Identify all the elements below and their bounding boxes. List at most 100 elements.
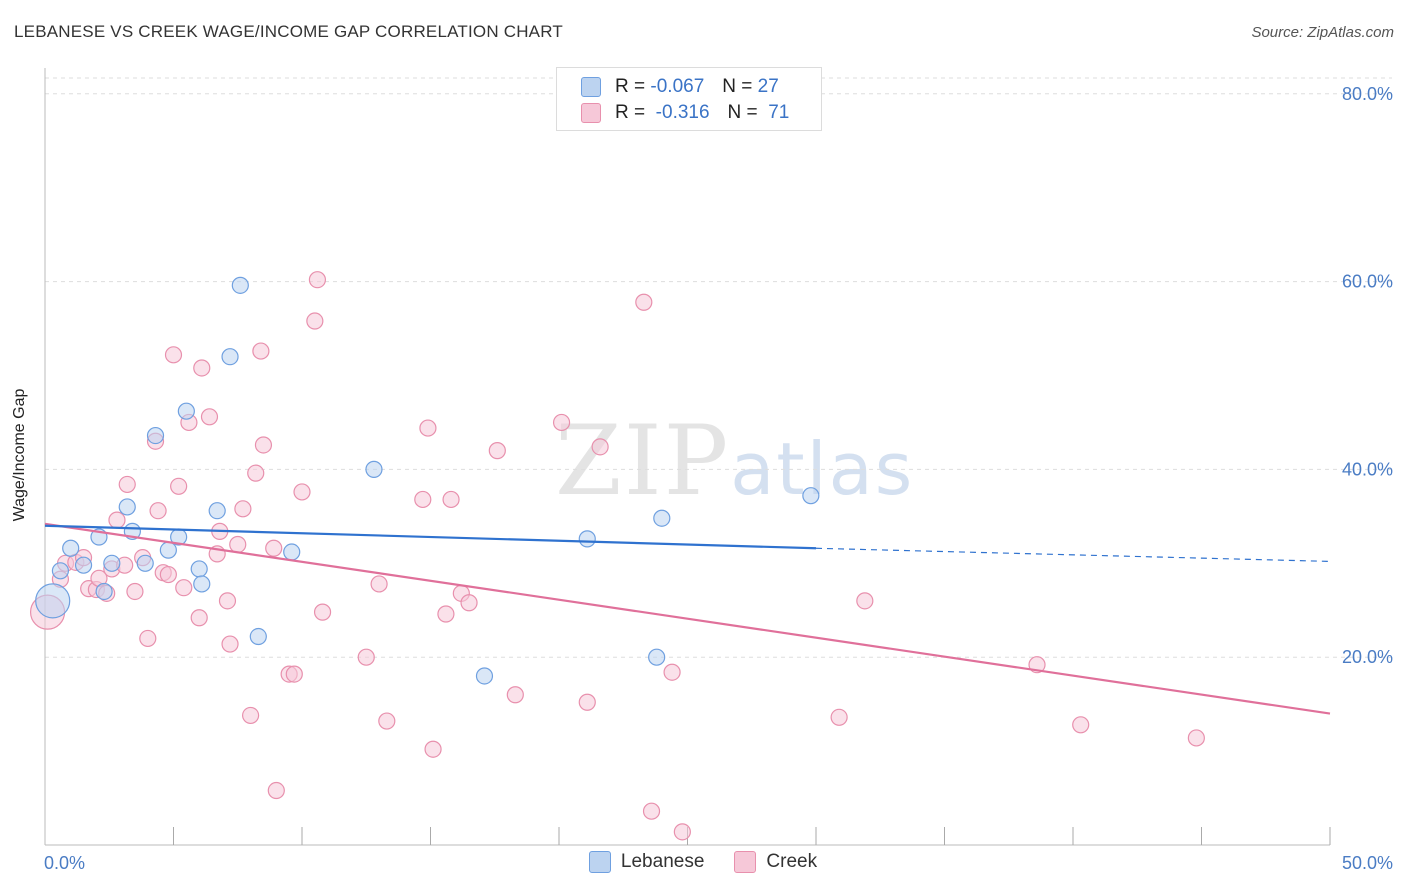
y-tick-label: 80.0% bbox=[1342, 84, 1393, 104]
lebanese-r-label: R = bbox=[615, 76, 646, 97]
creek-point bbox=[506, 686, 524, 704]
creek-trend-line bbox=[44, 522, 1331, 715]
series-legend: Lebanese Creek bbox=[0, 851, 1406, 873]
creek-point bbox=[175, 579, 193, 597]
lebanese-point bbox=[365, 460, 383, 478]
axes bbox=[44, 68, 1331, 846]
lebanese-n-value: 27 bbox=[757, 76, 779, 97]
creek-point bbox=[308, 271, 327, 289]
creek-point bbox=[414, 490, 432, 509]
creek-r-value: -0.316 bbox=[655, 102, 710, 123]
watermark: ZIPatlas bbox=[555, 405, 914, 517]
lebanese-point bbox=[802, 487, 820, 505]
creek-point bbox=[830, 708, 848, 726]
creek-point bbox=[306, 312, 324, 330]
legend-item-creek[interactable]: Creek bbox=[734, 851, 817, 873]
lebanese-point bbox=[578, 530, 596, 548]
creek-point bbox=[200, 408, 219, 426]
lebanese-point bbox=[283, 543, 301, 561]
lebanese-point bbox=[177, 402, 195, 420]
tick-labels: 20.0% 40.0% 60.0% 80.0% 0.0% 50.0% bbox=[44, 84, 1393, 873]
lebanese-point bbox=[95, 582, 113, 601]
creek-point bbox=[254, 436, 273, 454]
lebanese-point bbox=[193, 575, 211, 593]
creek-point bbox=[1187, 729, 1205, 747]
creek-point bbox=[378, 712, 396, 730]
lebanese-legend-label: Lebanese bbox=[620, 851, 705, 872]
creek-point bbox=[139, 629, 157, 648]
creek-point bbox=[108, 511, 126, 529]
creek-point bbox=[591, 438, 609, 456]
creek-point bbox=[252, 342, 270, 360]
creek-point bbox=[267, 781, 285, 800]
creek-n-value: 71 bbox=[768, 102, 790, 123]
lebanese-point bbox=[190, 560, 208, 578]
lebanese-swatch bbox=[581, 77, 601, 97]
creek-point bbox=[1072, 716, 1090, 734]
trend-lines bbox=[44, 522, 1331, 715]
creek-point bbox=[293, 483, 311, 501]
creek-point bbox=[856, 592, 874, 610]
lebanese-point bbox=[648, 648, 666, 666]
creek-point bbox=[419, 419, 437, 437]
creek-point bbox=[578, 693, 596, 711]
creek-n-label: N = bbox=[727, 102, 758, 123]
lebanese-point bbox=[62, 539, 80, 557]
x-tick-label-max: 50.0% bbox=[1342, 853, 1393, 873]
creek-point bbox=[488, 442, 506, 460]
stats-legend: R = -0.067 N = 27 R = -0.316 N = 71 bbox=[556, 67, 822, 131]
creek-point bbox=[313, 603, 332, 621]
creek-point bbox=[635, 293, 653, 311]
creek-r-label: R = bbox=[615, 102, 646, 123]
creek-point bbox=[159, 565, 177, 584]
legend-item-lebanese[interactable]: Lebanese bbox=[588, 851, 705, 873]
lebanese-trend-extension bbox=[815, 547, 1331, 563]
creek-point bbox=[424, 740, 442, 758]
creek-point bbox=[118, 475, 136, 494]
creek-point bbox=[229, 535, 247, 554]
lebanese-n-label: N = bbox=[722, 76, 753, 97]
creek-point bbox=[247, 464, 265, 482]
lebanese-point bbox=[159, 541, 177, 559]
creek-point bbox=[190, 609, 208, 627]
lebanese-points bbox=[35, 276, 820, 685]
source-label: Source: ZipAtlas.com bbox=[1251, 24, 1394, 41]
y-tick-label: 40.0% bbox=[1342, 459, 1393, 479]
x-tick-label-min: 0.0% bbox=[44, 853, 85, 873]
creek-point bbox=[642, 802, 661, 820]
lebanese-point bbox=[221, 348, 239, 366]
lebanese-point bbox=[249, 627, 267, 646]
lebanese-point bbox=[475, 667, 494, 685]
lebanese-point bbox=[208, 502, 226, 520]
creek-point bbox=[164, 346, 183, 364]
lebanese-point bbox=[118, 498, 136, 516]
lebanese-point bbox=[103, 554, 121, 572]
lebanese-point bbox=[51, 562, 70, 580]
gridlines bbox=[45, 77, 1392, 658]
lebanese-point bbox=[136, 554, 154, 572]
creek-legend-swatch bbox=[734, 851, 757, 873]
creek-point bbox=[673, 823, 691, 841]
creek-point bbox=[193, 359, 211, 377]
lebanese-trend-line bbox=[44, 524, 817, 550]
lebanese-point bbox=[74, 556, 93, 574]
y-tick-label: 60.0% bbox=[1342, 272, 1393, 292]
y-tick-label: 20.0% bbox=[1342, 647, 1393, 667]
creek-point bbox=[265, 539, 283, 557]
legend-row-creek: R = -0.316 N = 71 bbox=[581, 101, 789, 125]
creek-point bbox=[242, 706, 260, 725]
creek-point bbox=[218, 592, 237, 610]
lebanese-point bbox=[653, 509, 671, 527]
creek-point bbox=[170, 477, 188, 495]
lebanese-point bbox=[146, 426, 165, 445]
lebanese-legend-swatch bbox=[588, 851, 611, 873]
lebanese-point bbox=[231, 276, 249, 294]
creek-point bbox=[126, 582, 144, 601]
creek-points bbox=[29, 271, 1205, 841]
creek-point bbox=[437, 605, 455, 623]
creek-point bbox=[460, 594, 478, 612]
creek-point bbox=[285, 665, 303, 683]
watermark-zip: ZIP bbox=[555, 405, 731, 517]
creek-point bbox=[552, 413, 571, 432]
